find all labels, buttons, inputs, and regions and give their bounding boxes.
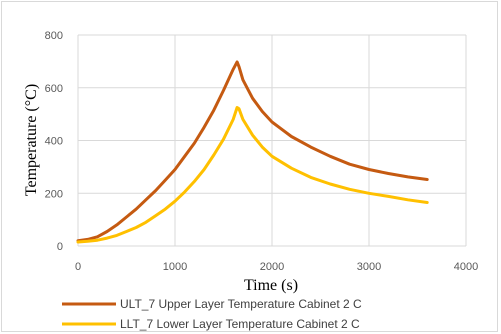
y-axis-title: Temperature (°C): [23, 84, 40, 196]
x-tick-label: 4000: [454, 261, 478, 273]
tick-labels: 0 1000 2000 3000 4000 0 200 400 600 800: [45, 30, 479, 273]
series-lines: [76, 60, 429, 244]
x-tick-label: 0: [75, 261, 81, 273]
x-tick-label: 3000: [357, 261, 381, 273]
legend-label-ult: ULT_7 Upper Layer Temperature Cabinet 2 …: [120, 297, 362, 311]
legend: ULT_7 Upper Layer Temperature Cabinet 2 …: [62, 297, 362, 331]
x-axis-title: Time (s): [244, 277, 298, 294]
y-tick-label: 600: [45, 83, 63, 95]
legend-label-llt: LLT_7 Lower Layer Temperature Cabinet 2 …: [120, 317, 360, 331]
y-tick-label: 400: [45, 136, 63, 148]
y-tick-label: 200: [45, 188, 63, 200]
series-line-ult: [76, 60, 429, 243]
y-tick-label: 0: [57, 241, 63, 253]
y-tick-label: 800: [45, 30, 63, 42]
series-line-llt: [76, 106, 429, 244]
x-tick-label: 1000: [163, 261, 187, 273]
gridlines: [77, 34, 467, 247]
x-tick-label: 2000: [260, 261, 284, 273]
